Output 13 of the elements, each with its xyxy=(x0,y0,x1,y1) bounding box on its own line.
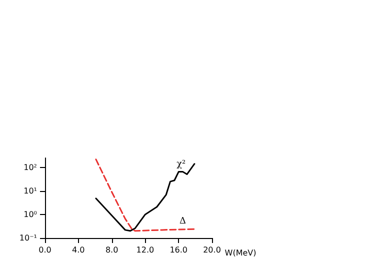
annotation: Δ xyxy=(180,216,187,227)
x-axis-title: W(MeV) xyxy=(224,248,256,258)
y-tick-label: 10¹ xyxy=(24,186,37,196)
annotation: χ² xyxy=(176,159,186,170)
y-tick-label: 10⁰ xyxy=(24,210,37,219)
x-tick-label: 4.0 xyxy=(72,246,85,254)
x-tick-label: 8.0 xyxy=(105,246,118,254)
x-tick-label: 16.0 xyxy=(170,246,188,254)
y-tick-label: 10² xyxy=(24,162,37,172)
x-tick-label: 20.0 xyxy=(203,246,221,254)
x-tick-label: 12.0 xyxy=(136,246,154,254)
x-tick-label: 0.0 xyxy=(38,246,52,254)
y-tick-label: 10⁻¹ xyxy=(19,234,37,242)
